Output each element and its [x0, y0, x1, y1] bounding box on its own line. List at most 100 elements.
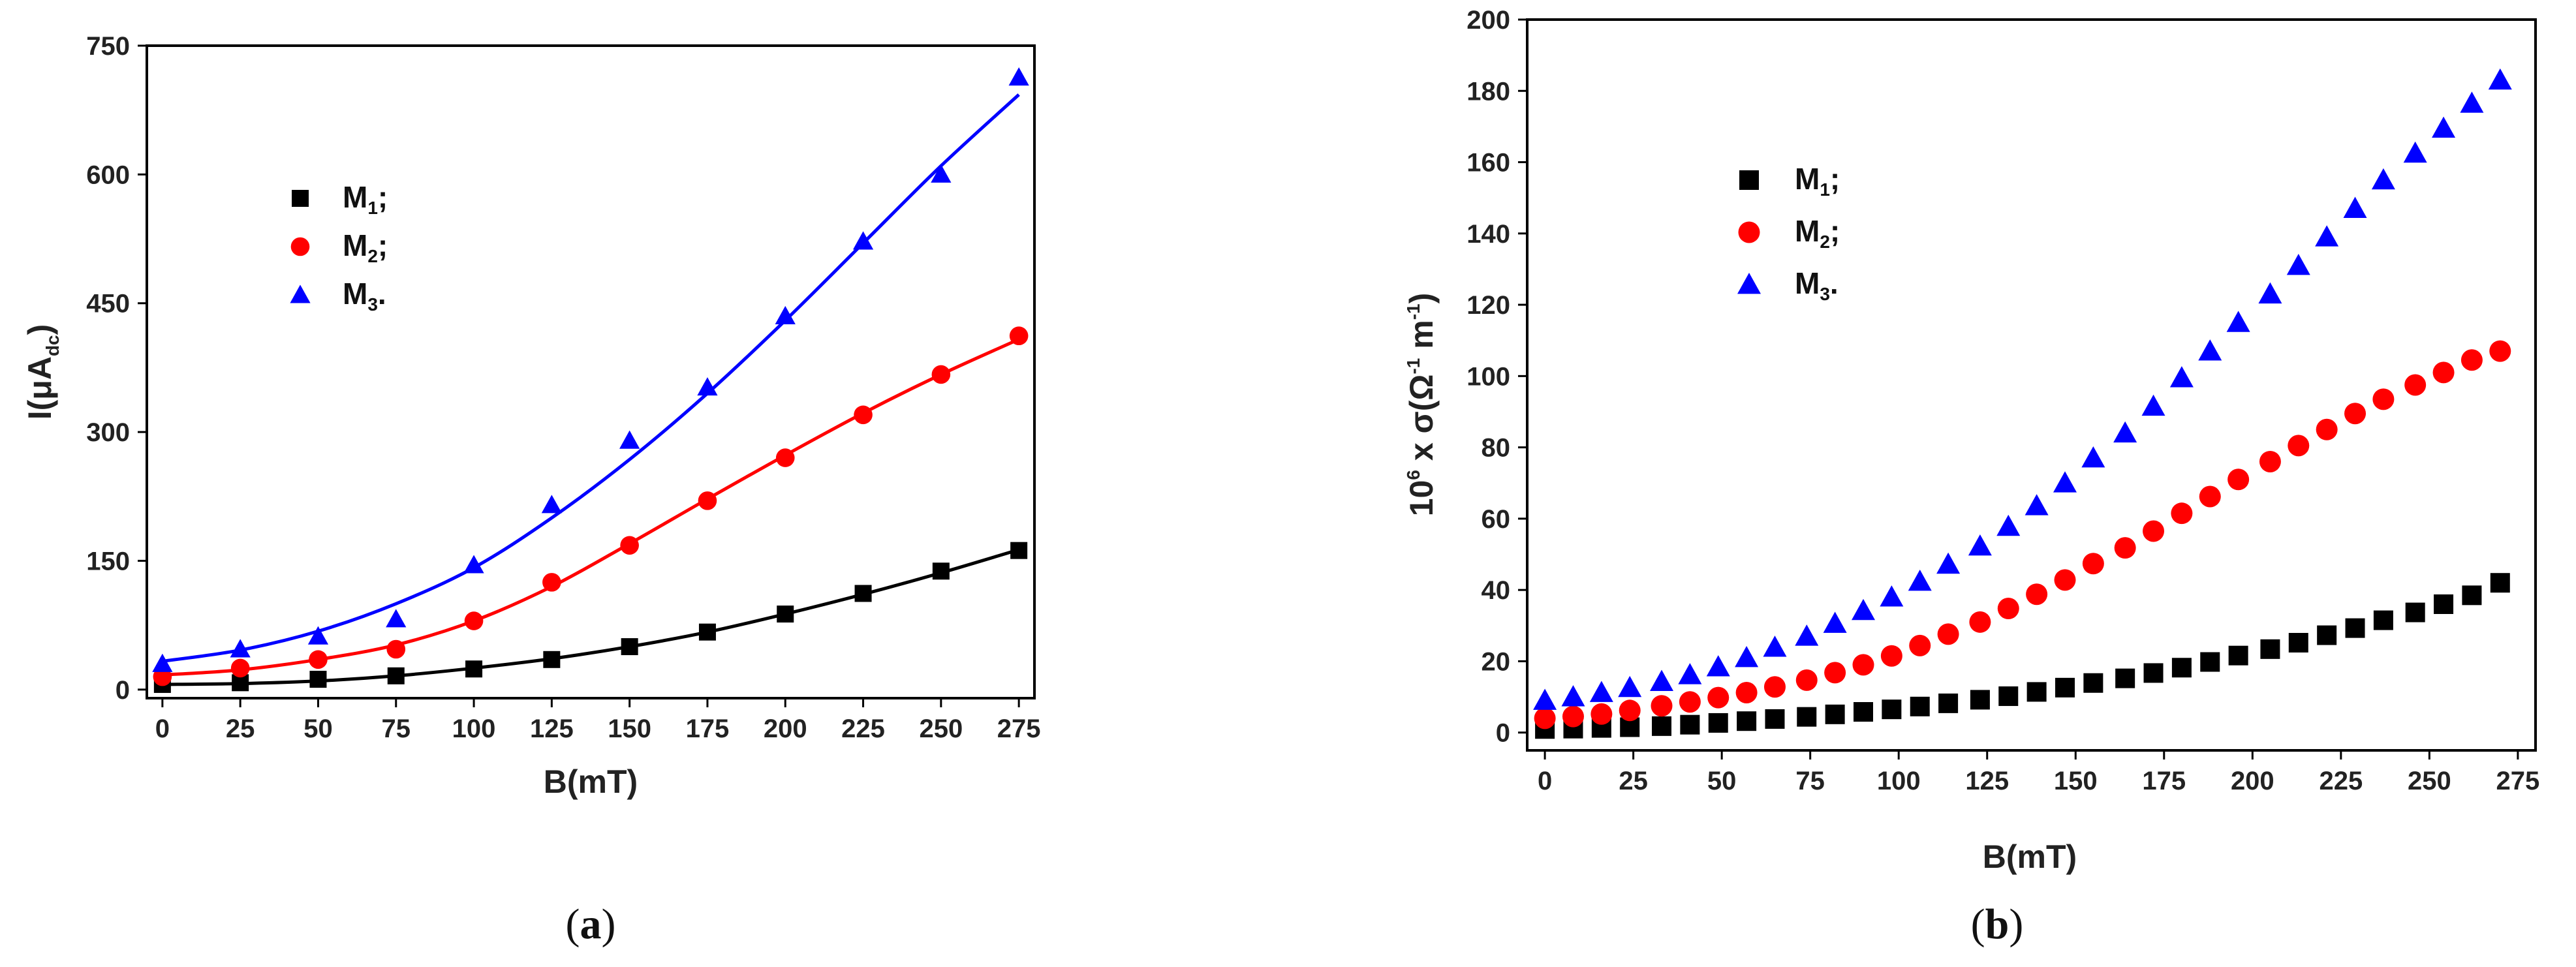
panel-b-point-m1 — [1938, 693, 1959, 713]
panel-b-point-m2 — [1909, 634, 1931, 656]
panel-b-point-m3 — [1735, 645, 1759, 668]
panel-a-point-m3 — [307, 626, 329, 645]
panel-b-point-m1 — [1970, 690, 1990, 710]
panel-b-point-m3 — [1908, 570, 1932, 591]
panel-a-point-m2 — [698, 491, 717, 510]
panel-a-chart: 0 25 50 75 100 125 150 175 200 225 250 275 0 150 300 45… — [22, 32, 1041, 948]
panel-b-point-m1 — [2317, 625, 2337, 645]
panel-a-fit-line-m3 — [162, 93, 1020, 663]
panel-b-point-m2 — [1969, 611, 1991, 633]
panel-b-xtick-label: 150 — [2054, 767, 2098, 795]
panel-b-point-m2 — [1679, 691, 1701, 713]
panel-b-ytick-label: 140 — [1466, 220, 1510, 249]
panel-a-point-m3 — [152, 653, 173, 672]
panel-a-point-m2 — [542, 573, 561, 592]
panel-b-ylabel: 106 x σ(Ω-1 m-1) — [1403, 293, 1440, 517]
panel-b-point-m2 — [1651, 695, 1673, 717]
panel-b-point-m1 — [1652, 716, 1671, 736]
panel-a-point-m3 — [386, 609, 407, 628]
panel-b-xlabel: B(mT) — [1983, 838, 2077, 875]
panel-b-ytick-label: 20 — [1482, 647, 1511, 676]
panel-b-point-m3 — [2113, 421, 2137, 443]
panel-a-plot-frame — [146, 44, 1036, 699]
panel-b-point-m1 — [1998, 686, 2019, 706]
panel-b-point-m2 — [2054, 569, 2076, 591]
panel-a-point-m1 — [387, 667, 405, 684]
panel-a-point-m3 — [931, 164, 952, 183]
panel-a-ytick-label: 450 — [86, 290, 130, 318]
panel-a-ytick-label: 0 — [116, 676, 130, 705]
panel-b-point-m1 — [2171, 658, 2192, 678]
panel-b-point-m3 — [1763, 636, 1787, 657]
panel-b-point-m3 — [1852, 598, 1875, 621]
panel-a-point-m3 — [463, 555, 484, 574]
panel-b-point-m2 — [2143, 520, 2165, 542]
panel-b-point-m2 — [1591, 703, 1613, 725]
panel-b-point-m2 — [1735, 681, 1758, 703]
panel-b-ytick-label: 80 — [1482, 434, 1511, 463]
panel-b-ytick-label: 200 — [1466, 6, 1510, 35]
panel-b-point-m2 — [1997, 598, 2019, 620]
panel-b-point-m1 — [2490, 573, 2510, 593]
panel-b-ytick-label: 0 — [1496, 719, 1510, 748]
panel-b-xtick-label: 125 — [1965, 767, 2009, 795]
panel-a-caption: (a) — [566, 900, 616, 948]
panel-a-xtick-label: 200 — [764, 714, 807, 743]
panel-b-ytick-label: 120 — [1466, 291, 1510, 320]
panel-a-ytick-label: 600 — [86, 161, 130, 189]
panel-b-legend-marker-m3 — [1737, 273, 1761, 294]
panel-b-point-m2 — [2259, 450, 2281, 472]
panel-a-xtick-label: 25 — [226, 714, 255, 743]
panel-a-point-m1 — [621, 638, 638, 656]
panel-b-point-m3 — [1880, 585, 1904, 607]
panel-b-caption: (b) — [1971, 900, 2024, 948]
panel-a-point-m2 — [386, 639, 406, 659]
panel-b-point-m3 — [1618, 675, 1642, 698]
panel-b-xtick-label: 50 — [1707, 767, 1737, 795]
panel-a-legend: M1; M2; M3. — [290, 180, 388, 315]
panel-a-point-m2 — [230, 658, 250, 678]
panel-b-point-m3 — [1936, 552, 1961, 574]
panel-b-xtick-label: 275 — [2496, 767, 2540, 795]
panel-b-axes: 0 25 50 75 100 125 150 175 200 225 250 275 0 20 40 60 80… — [1466, 6, 2539, 795]
panel-b-point-m2 — [2372, 388, 2395, 410]
panel-a-point-m1 — [777, 606, 794, 623]
panel-b-point-m1 — [2462, 585, 2482, 606]
panel-b-point-m2 — [1852, 654, 1874, 676]
panel-b-legend-label-m2: M2; — [1795, 214, 1840, 252]
panel-a-point-m2 — [931, 365, 951, 384]
panel-b-point-m3 — [2403, 141, 2427, 163]
panel-b-point-m1 — [1737, 711, 1757, 731]
panel-a-legend-marker-m1 — [292, 190, 309, 207]
panel-a-point-m1 — [465, 660, 483, 678]
panel-b-point-m2 — [1937, 623, 1959, 645]
panel-b-ytick-label: 100 — [1466, 362, 1510, 391]
panel-b-point-m2 — [1534, 707, 1556, 729]
panel-b-point-m1 — [2228, 645, 2248, 666]
panel-b-point-m1 — [2345, 618, 2365, 638]
panel-b-point-m1 — [2143, 663, 2164, 683]
panel-b-ytick-label: 60 — [1482, 505, 1511, 534]
panel-b-xtick-label: 225 — [2319, 767, 2363, 795]
panel-a-xtick-label: 150 — [608, 714, 651, 743]
panel-b-point-m1 — [2434, 594, 2454, 614]
panel-b-point-m3 — [1706, 655, 1730, 677]
panel-b-point-m3 — [2343, 196, 2367, 218]
panel-b-point-m3 — [1823, 611, 1847, 633]
panel-a-xtick-label: 250 — [919, 714, 963, 743]
panel-a-ytick-label: 150 — [86, 547, 130, 576]
panel-a-point-m2 — [464, 611, 484, 630]
panel-b-xtick-label: 25 — [1619, 767, 1648, 795]
panel-a-xtick-label: 225 — [841, 714, 885, 743]
panel-b-point-m3 — [1678, 663, 1702, 684]
panel-b-xtick-label: 100 — [1877, 767, 1921, 795]
panel-b-point-m3 — [1561, 685, 1585, 707]
panel-a-ytick-label: 300 — [86, 418, 130, 447]
panel-b-xtick-label: 250 — [2408, 767, 2451, 795]
panel-b-point-m3 — [2081, 446, 2105, 468]
panel-a-fit-lines — [162, 93, 1020, 686]
panel-b-point-m2 — [2316, 418, 2338, 440]
panel-b-point-m1 — [1854, 701, 1873, 722]
panel-b-point-m1 — [2083, 673, 2103, 693]
panel-a-ylabel: I(μAdc) — [22, 324, 63, 420]
